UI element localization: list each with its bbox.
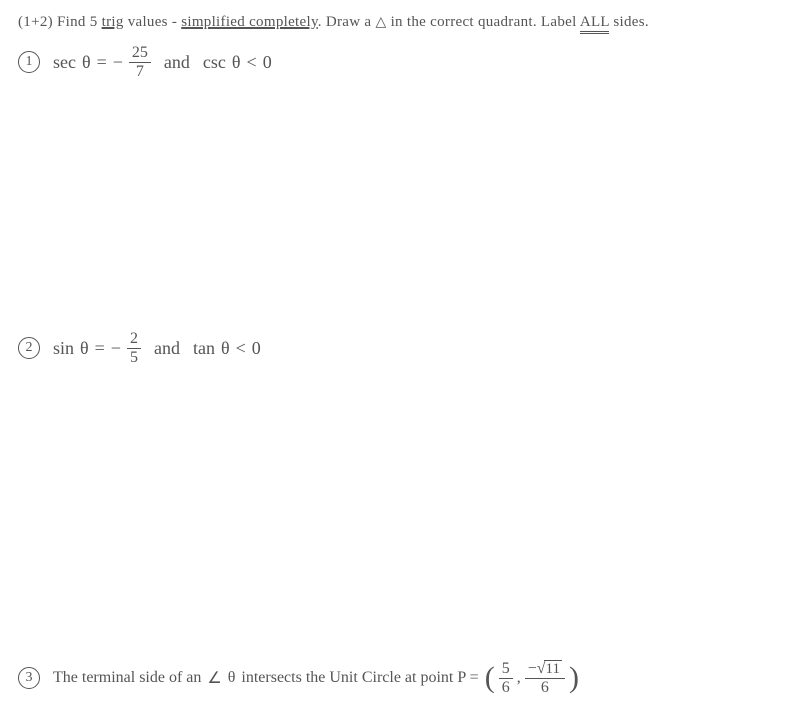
neg-3: −	[528, 660, 537, 677]
right-paren-icon: )	[569, 666, 579, 690]
theta-1b: θ	[232, 52, 241, 73]
header-mid2: . Draw a	[318, 14, 376, 30]
theta-2a: θ	[80, 338, 89, 359]
fraction-1: 25 7	[129, 44, 151, 80]
frac1-den: 7	[133, 63, 147, 81]
csc-label: csc	[203, 52, 226, 73]
problem-3: 3 The terminal side of an ∠ θ intersects…	[18, 660, 782, 696]
problem-number-3: 3	[18, 667, 40, 689]
theta-2b: θ	[221, 338, 230, 359]
point-p: ( 5 6 , −√11 6 )	[485, 660, 579, 696]
sec-label: sec	[53, 52, 76, 73]
equation-2: sin θ = − 2 5 and tan θ < 0	[50, 330, 264, 366]
header-prefix: (1+2) Find 5	[18, 14, 102, 30]
equals-1: =	[97, 52, 107, 73]
equation-1: sec θ = − 25 7 and csc θ < 0	[50, 44, 275, 80]
fraction-2: 2 5	[127, 330, 141, 366]
sqrt-11: √11	[537, 660, 562, 678]
fraction-p1: 5 6	[499, 660, 513, 696]
equals-2: =	[95, 338, 105, 359]
header-mid1: values -	[124, 14, 182, 30]
p3-text1: The terminal side of an	[53, 669, 201, 687]
theta-3: θ	[228, 669, 236, 687]
left-paren-icon: (	[485, 666, 495, 690]
frac2-den: 5	[127, 349, 141, 367]
fraction-p2: −√11 6	[525, 660, 565, 696]
p3-f1-den: 6	[499, 679, 513, 697]
zero-2: 0	[252, 338, 261, 359]
and-1: and	[164, 52, 190, 73]
neg-2: −	[111, 338, 121, 359]
header-simplified: simplified completely	[181, 14, 318, 30]
p3-f1-num: 5	[499, 660, 513, 679]
header-trig: trig	[102, 14, 124, 30]
header-mid3: in the correct quadrant. Label	[387, 14, 580, 30]
p3-text2: intersects the Unit Circle at point P =	[241, 669, 478, 687]
neg-1: −	[113, 52, 123, 73]
tan-label: tan	[193, 338, 215, 359]
sqrt-arg: 11	[544, 660, 562, 678]
comma: ,	[517, 669, 521, 687]
problem-number-2: 2	[18, 337, 40, 359]
lt-1: <	[247, 52, 257, 73]
theta-1a: θ	[82, 52, 91, 73]
frac2-num: 2	[127, 330, 141, 349]
sin-label: sin	[53, 338, 74, 359]
instruction-header: (1+2) Find 5 trig values - simplified co…	[18, 12, 782, 33]
problem-2: 2 sin θ = − 2 5 and tan θ < 0	[18, 330, 782, 366]
equation-3: The terminal side of an ∠ θ intersects t…	[50, 660, 582, 696]
header-all: ALL	[580, 14, 610, 34]
p3-f2-den: 6	[538, 679, 552, 697]
p3-f2-num: −√11	[525, 660, 565, 679]
problem-number-1: 1	[18, 51, 40, 73]
zero-1: 0	[263, 52, 272, 73]
triangle-symbol: △	[375, 15, 386, 30]
and-2: and	[154, 338, 180, 359]
header-suffix: sides.	[609, 14, 649, 30]
angle-symbol: ∠	[207, 668, 221, 688]
problem-1: 1 sec θ = − 25 7 and csc θ < 0	[18, 44, 782, 80]
lt-2: <	[236, 338, 246, 359]
frac1-num: 25	[129, 44, 151, 63]
